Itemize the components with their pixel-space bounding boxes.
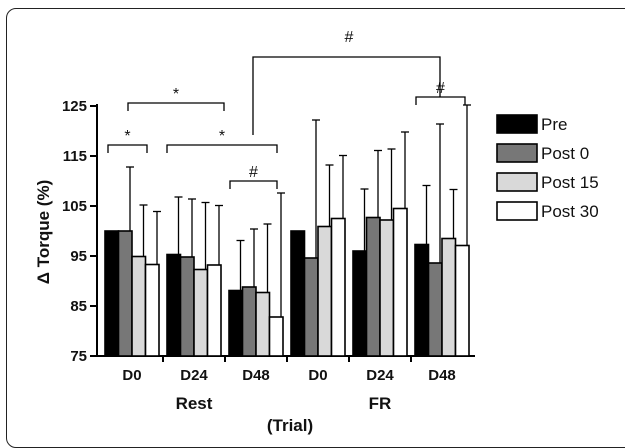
x-axis-label: (Trial) — [267, 416, 313, 435]
x-tick-label: D0 — [122, 367, 141, 384]
sig-bracket-rest-d48 — [229, 180, 278, 189]
sig-bracket-d24-d48 — [166, 144, 278, 153]
bar-post-30 — [206, 264, 222, 357]
bar-post-30 — [268, 316, 284, 357]
bar-post-0 — [117, 230, 133, 357]
group-label: FR — [369, 394, 392, 413]
x-tick-label: D48 — [242, 367, 270, 384]
y-tick-label: 75 — [70, 348, 87, 365]
bar-post-30 — [144, 263, 160, 357]
sig-bracket-rest-fr-label: # — [345, 29, 354, 46]
bar-post-30 — [454, 244, 470, 357]
legend-label: Post 0 — [541, 144, 589, 163]
legend-swatch — [496, 114, 538, 134]
x-tick-label: D48 — [428, 367, 456, 384]
sig-bracket-d0-d24-label: * — [173, 86, 179, 103]
bar-post-0 — [427, 262, 443, 357]
y-tick-label: 125 — [62, 98, 87, 115]
y-tick-label: 95 — [70, 248, 87, 265]
sig-bracket-rest-fr — [252, 56, 441, 135]
y-tick-label: 115 — [63, 148, 87, 165]
sig-bracket-d0-label: * — [124, 128, 130, 145]
bar-post-30 — [392, 207, 408, 357]
legend-swatch — [496, 201, 538, 221]
bar-post-0 — [303, 257, 319, 357]
legend-swatch — [496, 172, 538, 192]
bar-post-15 — [317, 225, 333, 357]
sig-bracket-d0-d24 — [127, 102, 225, 111]
sig-bracket-fr-d48 — [415, 96, 466, 105]
bar-chart: Δ Torque (%) (Trial) 75 85 95 105 115 125 D0 D2… — [34, 29, 599, 435]
x-tick-label: D24 — [366, 367, 394, 384]
bar-post-15 — [441, 237, 457, 357]
sig-bracket-rest-d48-label: # — [249, 164, 258, 181]
bar-post-15 — [255, 291, 271, 357]
x-tick-label: D0 — [308, 367, 327, 384]
bar-post-30 — [330, 217, 346, 357]
bar-post-15 — [131, 255, 147, 357]
sig-bracket-d24-d48-label: * — [219, 128, 225, 145]
legend-swatch — [496, 143, 538, 163]
group-label: Rest — [176, 394, 213, 413]
y-tick-label: 105 — [62, 198, 87, 215]
plot-area: 75 85 95 105 115 125 D0 D24 D48 D0 D24 D48 Rest FR * * *… — [62, 29, 599, 413]
legend-label: Post 30 — [541, 202, 599, 221]
bar-pre — [104, 230, 120, 357]
bar-post-15 — [193, 268, 209, 357]
legend-label: Pre — [541, 115, 567, 134]
bar-pre — [290, 230, 306, 357]
sig-bracket-d0 — [107, 144, 148, 153]
bar-post-15 — [379, 219, 395, 357]
x-tick-label: D24 — [180, 367, 208, 384]
bar-pre — [352, 250, 368, 357]
bar-pre — [414, 243, 430, 357]
bar-post-0 — [241, 286, 257, 357]
y-tick-label: 85 — [70, 298, 87, 315]
bar-pre — [166, 253, 182, 357]
legend-label: Post 15 — [541, 173, 599, 192]
bar-post-0 — [365, 216, 381, 357]
bar-post-0 — [179, 256, 195, 357]
y-axis-label: Δ Torque (%) — [34, 180, 53, 284]
bar-pre — [228, 289, 244, 357]
